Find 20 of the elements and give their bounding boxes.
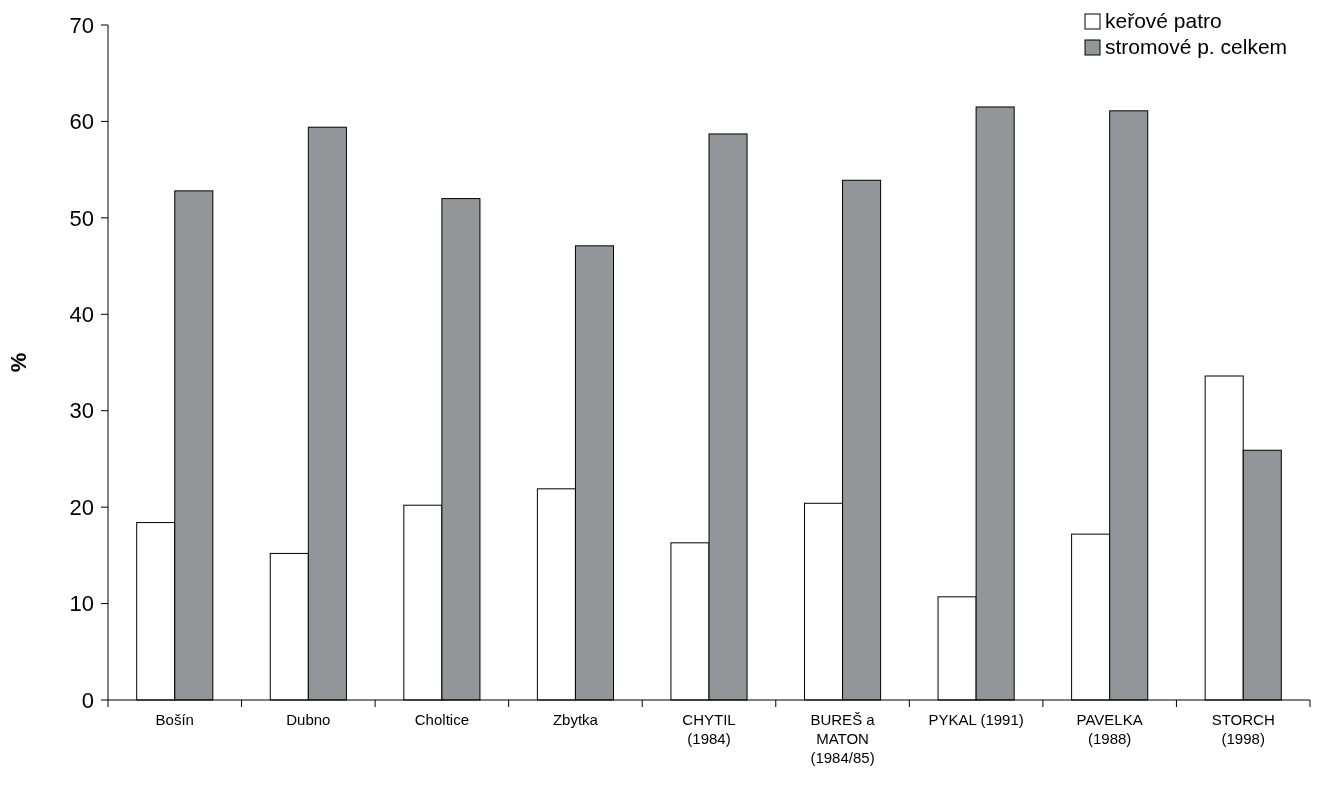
y-axis-title: % [6,352,31,373]
y-tick-label: 20 [69,494,94,520]
x-tick-label: PAVELKA (1988) [1076,711,1143,747]
legend-label: stromové p. celkem [1105,35,1288,59]
x-tick-label: BUREŠ a MATON (1984/85) [810,711,876,766]
y-tick-label: 40 [69,301,94,327]
y-tick-label: 0 [81,687,94,713]
y-tick-label: 50 [69,205,94,231]
y-tick-label: 70 [69,12,94,38]
x-tick-label: PYKAL (1991) [928,711,1024,728]
x-tick-label: CHYTIL (1984) [682,711,736,747]
x-tick-label: Bošín [155,711,194,728]
x-tick-label: Zbytka [552,711,599,728]
y-tick-label: 60 [69,109,94,135]
x-tick-label: Dubno [286,711,331,728]
x-tick-label: STORCH (1998) [1211,711,1275,747]
y-tick-label: 10 [69,591,94,617]
legend-label: keřové patro [1105,9,1222,33]
x-tick-label: Choltice [414,711,469,728]
y-tick-label: 30 [69,398,94,424]
